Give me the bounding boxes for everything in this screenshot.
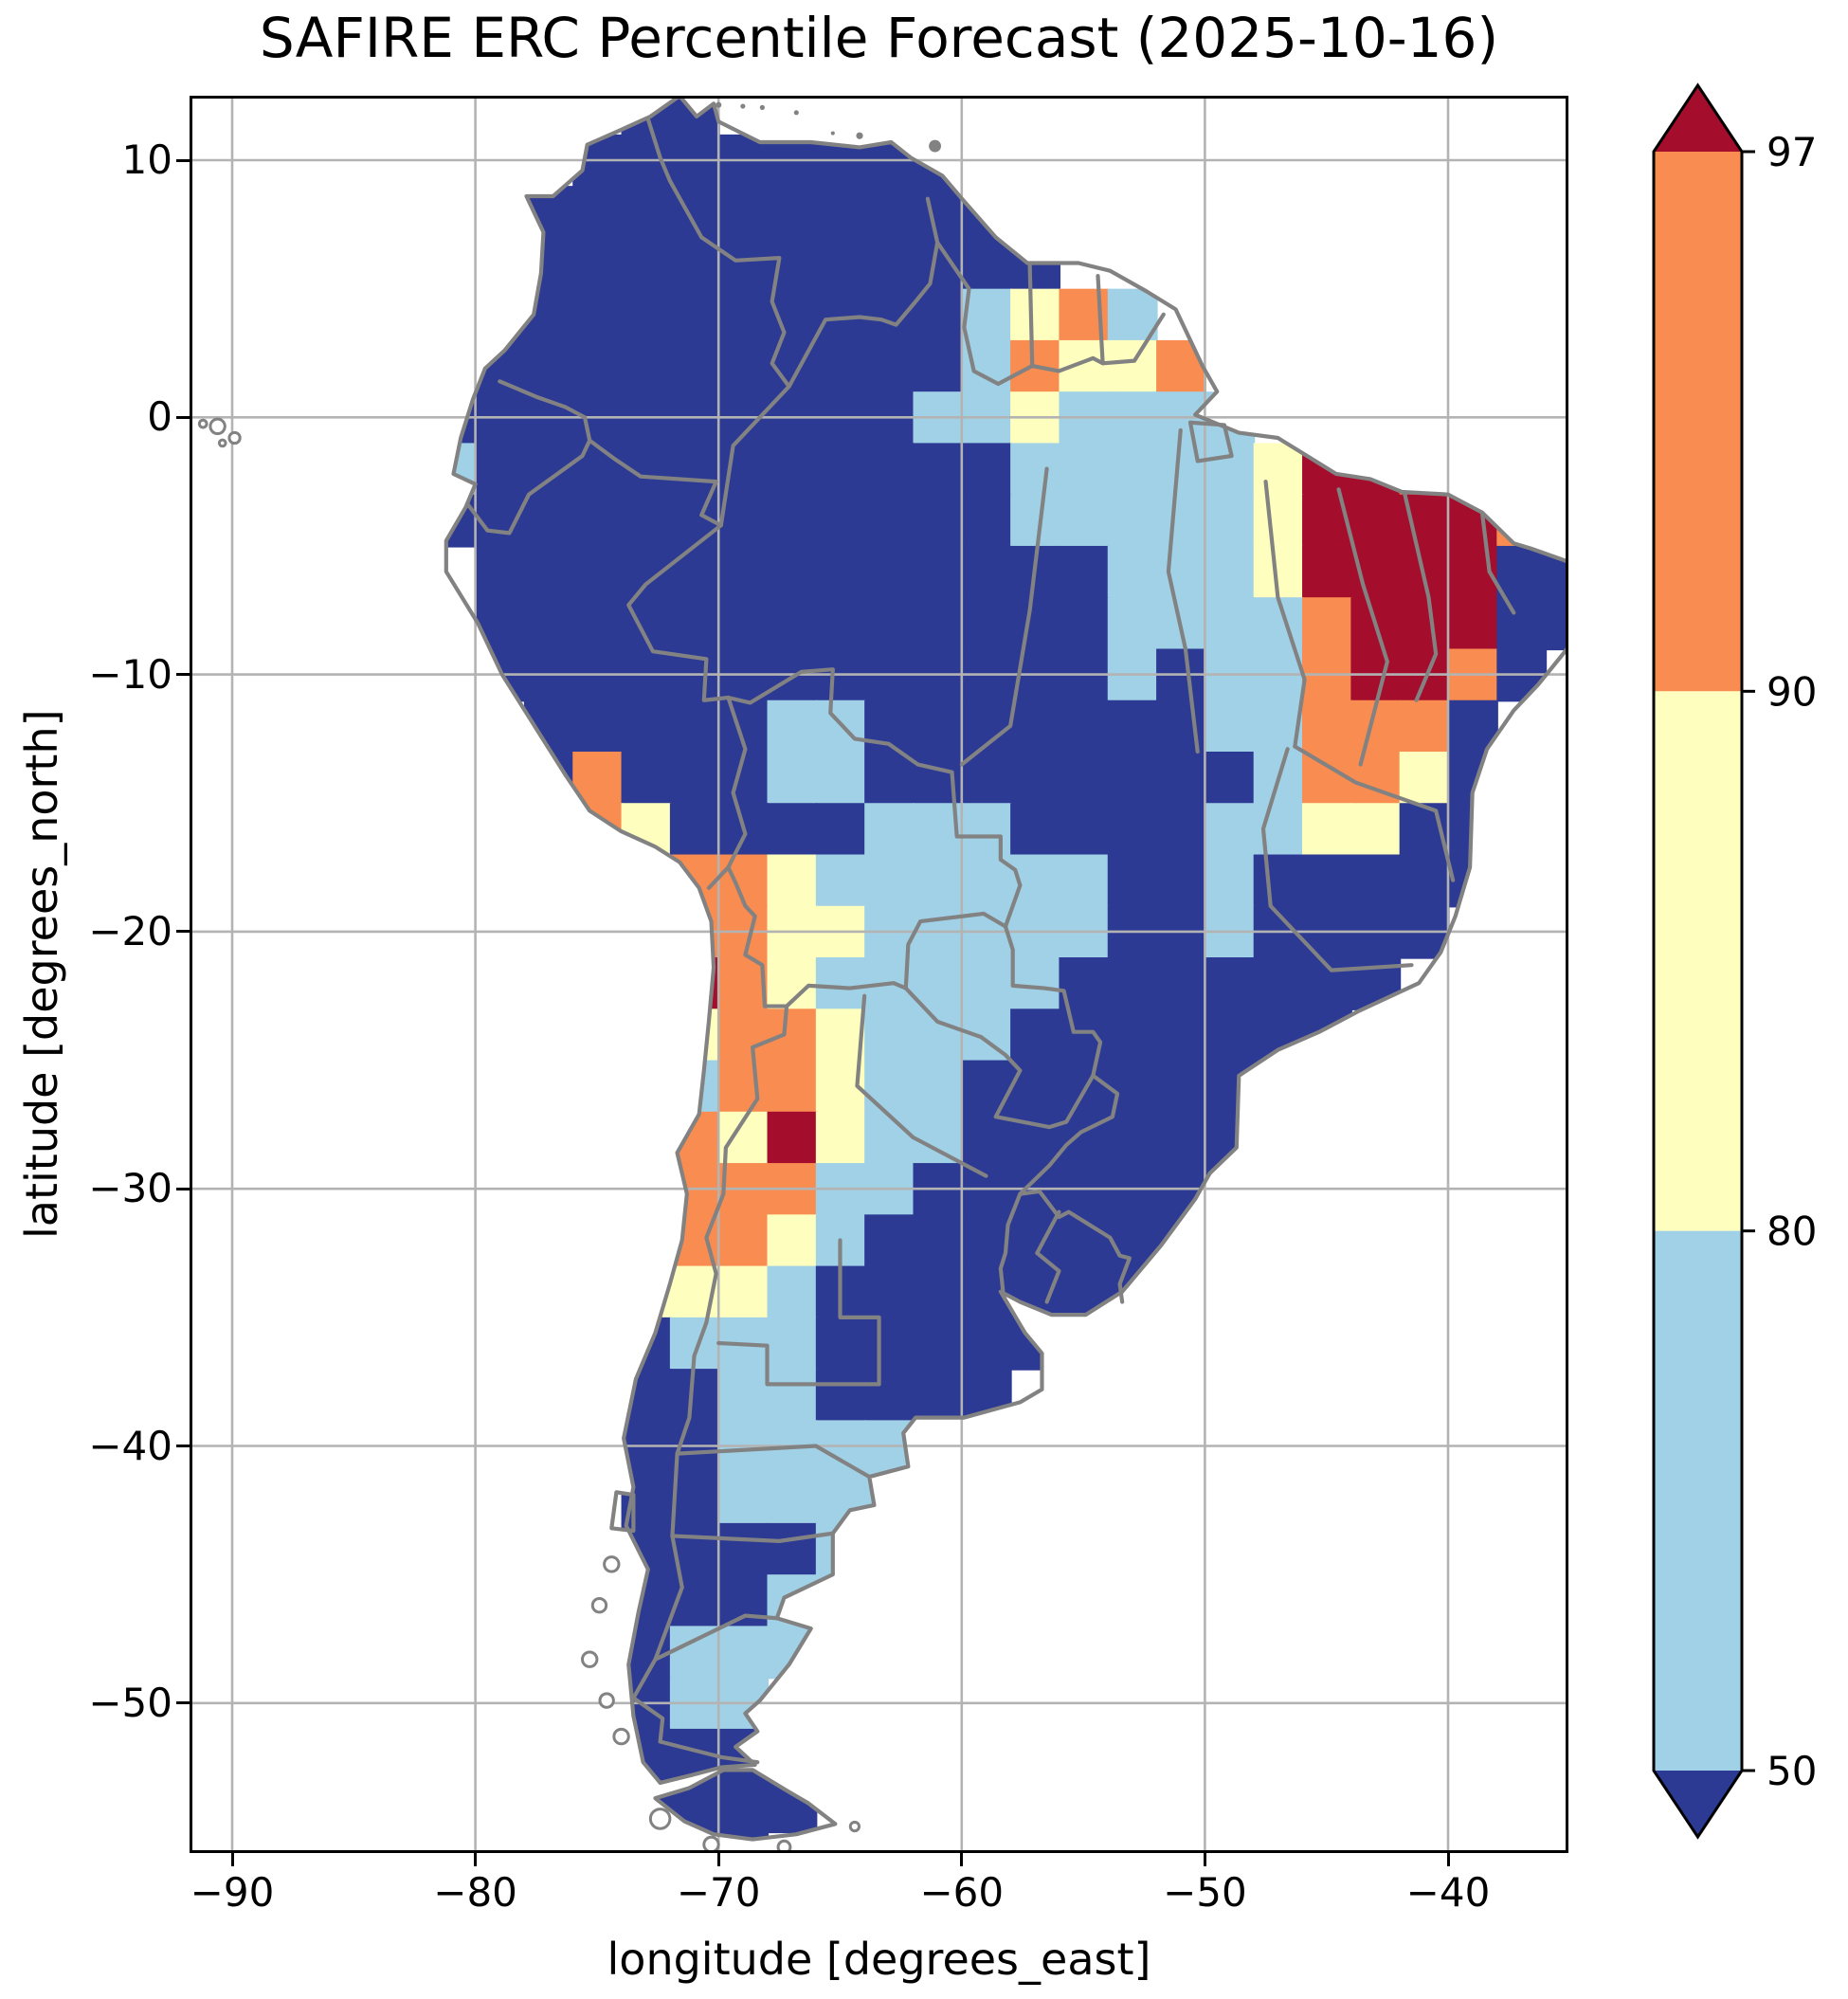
colorbar-tick-label: 50 <box>1766 1748 1817 1794</box>
colorbar-tick-label: 97 <box>1766 129 1817 175</box>
y-tick-label: −40 <box>88 1422 172 1469</box>
y-tick-mark <box>176 1187 190 1190</box>
y-tick-label: −30 <box>88 1165 172 1212</box>
y-tick-label: −20 <box>88 907 172 954</box>
x-axis-label: longitude [degrees_east] <box>607 1934 1151 1985</box>
y-tick-label: −10 <box>88 650 172 698</box>
x-tick-label: −70 <box>676 1869 761 1916</box>
y-axis-label: latitude [degrees_north] <box>16 709 67 1240</box>
colorbar-tick-label: 80 <box>1766 1208 1817 1255</box>
gridlines <box>192 99 1566 1850</box>
small-islands <box>199 101 941 1850</box>
x-tick-label: −50 <box>1163 1869 1247 1916</box>
chart-title: SAFIRE ERC Percentile Forecast (2025-10-… <box>259 6 1499 70</box>
chiloe-outline <box>611 1492 633 1531</box>
tierra-del-fuego-outline <box>655 1770 835 1839</box>
y-tick-label: 10 <box>121 136 172 183</box>
coastline <box>446 99 1566 1783</box>
x-tick-mark <box>230 1853 234 1866</box>
x-tick-mark <box>716 1853 720 1866</box>
marajo-outline <box>1190 423 1232 462</box>
x-tick-mark <box>1203 1853 1206 1866</box>
x-tick-mark <box>960 1853 964 1866</box>
y-tick-label: −50 <box>88 1679 172 1726</box>
y-tick-mark <box>176 158 190 162</box>
colorbar-seg-50-80 <box>1654 1230 1742 1771</box>
colorbar-seg-90-97 <box>1654 152 1742 692</box>
y-tick-mark <box>176 1701 190 1705</box>
south-america-map <box>192 99 1566 1850</box>
colorbar: 97 90 80 50 <box>1652 82 1817 1840</box>
colorbar-extend-under <box>1654 1771 1742 1837</box>
x-tick-mark <box>1446 1853 1450 1866</box>
x-tick-mark <box>474 1853 478 1866</box>
y-tick-mark <box>176 930 190 934</box>
x-tick-label: −60 <box>919 1869 1005 1916</box>
x-tick-label: −90 <box>190 1869 275 1916</box>
country-borders <box>446 99 1566 1840</box>
raster-cells <box>445 99 1566 1840</box>
plot-area <box>190 96 1568 1853</box>
y-tick-mark <box>176 673 190 677</box>
x-tick-label: −80 <box>433 1869 517 1916</box>
y-tick-label: 0 <box>147 393 172 441</box>
colorbar-tick-label: 90 <box>1766 668 1817 715</box>
x-tick-label: −40 <box>1405 1869 1491 1916</box>
colorbar-seg-80-90 <box>1654 691 1742 1231</box>
y-tick-mark <box>176 1445 190 1447</box>
y-tick-mark <box>176 415 190 419</box>
colorbar-extend-over <box>1654 85 1742 152</box>
